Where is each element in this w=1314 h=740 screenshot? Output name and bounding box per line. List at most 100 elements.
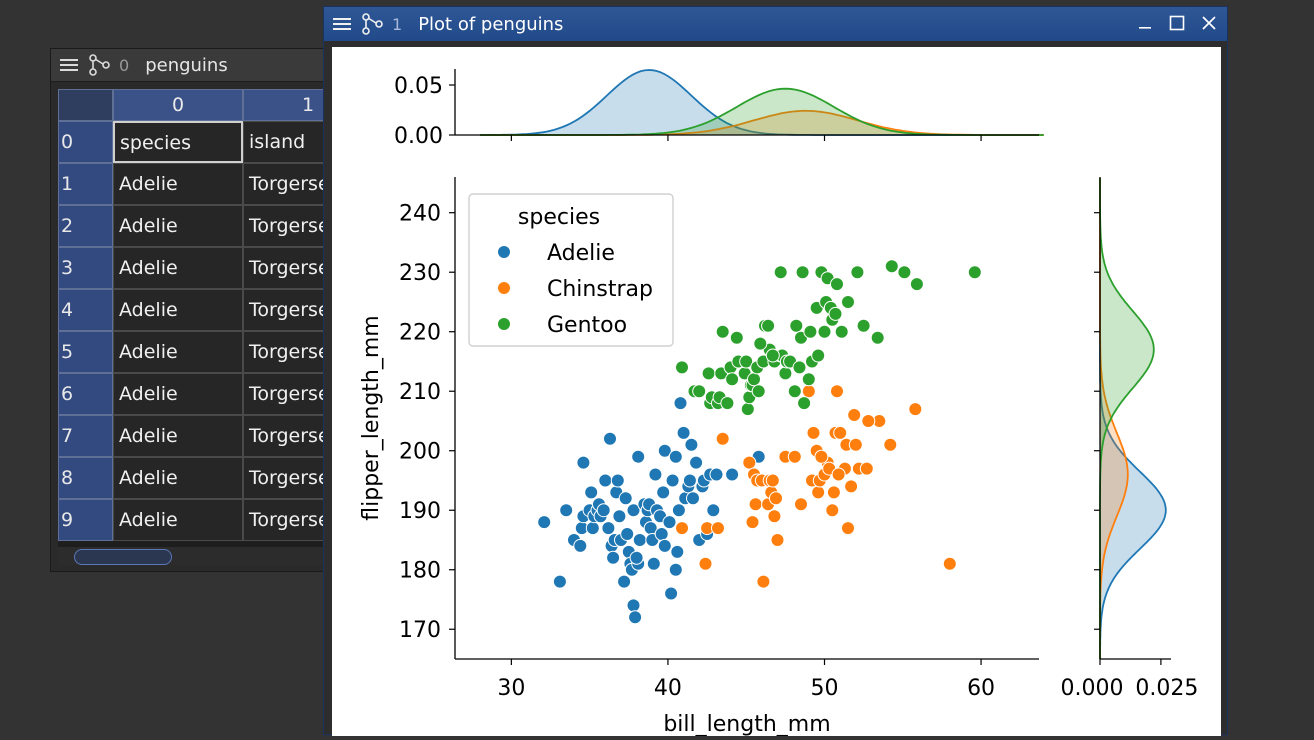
point-gentoo (725, 372, 740, 387)
scrollbar-thumb[interactable] (74, 549, 172, 565)
point-adelie (626, 598, 641, 613)
point-adelie (610, 473, 625, 488)
point-chinstrap (769, 491, 783, 506)
window-index: 0 (119, 55, 130, 75)
window-title: Plot of penguins (418, 13, 564, 35)
point-adelie (656, 485, 671, 500)
table-cell[interactable]: Adelie (113, 331, 243, 373)
y-tick-label: 180 (399, 559, 441, 584)
point-chinstrap (770, 533, 785, 547)
kde-right-fill-gentoo (1100, 177, 1154, 659)
point-adelie (648, 467, 663, 482)
point-adelie (537, 515, 552, 530)
point-gentoo (817, 324, 832, 339)
row-header[interactable]: 4 (58, 289, 113, 331)
row-header[interactable]: 6 (58, 373, 113, 415)
point-gentoo (795, 265, 810, 280)
table-cell[interactable]: Adelie (113, 415, 243, 457)
hamburger-menu-icon[interactable] (57, 55, 81, 75)
point-adelie (676, 425, 691, 440)
point-chinstrap (767, 509, 782, 524)
node-graph-icon[interactable] (360, 13, 384, 35)
point-chinstrap (801, 384, 816, 399)
data-grid[interactable]: 0 1 0 species island 1 Adelie Torgersen 2 Adelie T… (58, 89, 341, 547)
point-gentoo (789, 318, 804, 333)
point-gentoo (856, 318, 871, 333)
point-gentoo (729, 330, 744, 345)
point-adelie (573, 538, 588, 553)
point-chinstrap (742, 455, 757, 470)
row-header[interactable]: 1 (58, 163, 113, 205)
table-cell[interactable]: Adelie (113, 205, 243, 247)
table-cell[interactable]: Adelie (113, 499, 243, 541)
y-tick-label: 220 (399, 321, 441, 346)
point-adelie (596, 503, 611, 518)
row-header[interactable]: 3 (58, 247, 113, 289)
point-adelie (618, 491, 633, 506)
point-chinstrap (844, 479, 859, 494)
point-chinstrap (745, 515, 760, 530)
x-tick-label: 40 (654, 676, 682, 701)
y-tick-label: 200 (399, 440, 441, 465)
point-adelie (682, 473, 697, 488)
row-header[interactable]: 9 (58, 499, 113, 541)
point-chinstrap (942, 556, 957, 571)
table-cell[interactable]: Adelie (113, 289, 243, 331)
point-gentoo (787, 384, 802, 399)
point-gentoo (850, 265, 865, 280)
x-tick-label: 60 (967, 676, 995, 701)
legend-label: Chinstrap (547, 277, 653, 302)
table-cell[interactable]: species (113, 121, 243, 163)
row-header[interactable]: 5 (58, 331, 113, 373)
point-gentoo (773, 265, 788, 280)
point-chinstrap (811, 485, 826, 500)
maximize-icon[interactable] (1165, 11, 1189, 35)
table-window-titlebar[interactable]: 0 penguins (51, 49, 339, 82)
column-header[interactable]: 0 (113, 89, 243, 121)
point-adelie (665, 473, 680, 488)
window-title: penguins (145, 54, 228, 76)
table-cell[interactable]: Adelie (113, 163, 243, 205)
legend-marker-adelie (497, 245, 511, 259)
point-adelie (559, 503, 574, 518)
point-gentoo (884, 259, 899, 274)
point-chinstrap (908, 402, 923, 417)
close-icon[interactable] (1197, 11, 1221, 35)
point-chinstrap (814, 449, 829, 464)
point-chinstrap (831, 467, 846, 482)
plot-window-titlebar[interactable]: 1 Plot of penguins (324, 7, 1227, 41)
point-gentoo (801, 372, 816, 387)
point-adelie (709, 467, 724, 482)
point-gentoo (701, 366, 716, 381)
row-header[interactable]: 8 (58, 457, 113, 499)
y-tick-label: 240 (399, 202, 441, 227)
grid-corner[interactable] (58, 89, 113, 121)
point-adelie (657, 538, 672, 553)
point-chinstrap (833, 425, 848, 440)
table-cell[interactable]: Adelie (113, 457, 243, 499)
point-chinstrap (841, 521, 855, 536)
point-chinstrap (675, 521, 689, 536)
horizontal-scrollbar[interactable] (58, 547, 341, 565)
point-gentoo (803, 324, 818, 339)
row-header[interactable]: 2 (58, 205, 113, 247)
minimize-icon[interactable] (1133, 11, 1157, 35)
row-header[interactable]: 0 (58, 121, 113, 163)
row-header[interactable]: 7 (58, 415, 113, 457)
node-graph-icon[interactable] (87, 54, 111, 76)
point-adelie (552, 574, 567, 589)
top-marginal-tick-label: 0.05 (394, 74, 443, 99)
point-adelie (606, 550, 621, 565)
point-adelie (632, 533, 647, 547)
table-cell[interactable]: Adelie (113, 373, 243, 415)
table-cell[interactable]: Adelie (113, 247, 243, 289)
kde-top-fill-adelie (480, 70, 1044, 135)
point-adelie (668, 562, 683, 577)
point-adelie (689, 455, 704, 470)
point-chinstrap (848, 437, 863, 452)
y-tick-label: 190 (399, 499, 441, 524)
legend-label: Adelie (547, 241, 615, 266)
point-adelie (629, 550, 644, 565)
legend-marker-gentoo (497, 317, 511, 331)
hamburger-menu-icon[interactable] (330, 14, 354, 34)
